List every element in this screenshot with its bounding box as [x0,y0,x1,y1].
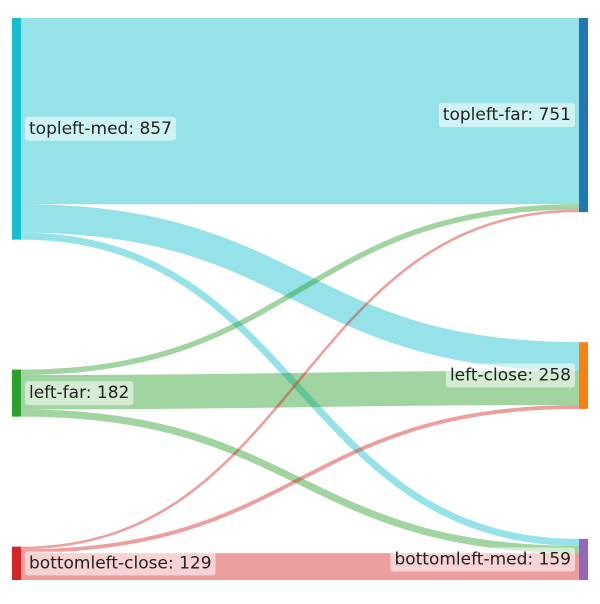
labels-layer: topleft-med: 857 left-far: 182 bottomleft-… [25,103,575,576]
label-left-far: left-far: 182 [25,381,134,406]
label-background-left-close [445,363,575,388]
link-topleft-med-to-bottomleft-med[interactable] [20,232,580,546]
label-background-left-far [25,381,134,406]
link-left-far-to-topleft-far[interactable] [20,204,580,376]
label-background-bottomleft-close [25,551,216,576]
nodes-layer [12,18,588,580]
label-text-bottomleft-close: bottomleft-close: 129 [29,553,212,573]
node-bottomleft-med[interactable] [579,538,588,580]
node-left-close[interactable] [579,342,588,409]
label-background-bottomleft-med [390,547,575,572]
label-text-topleft-med: topleft-med: 857 [29,119,172,139]
label-text-topleft-far: topleft-far: 751 [443,105,571,125]
node-topleft-far[interactable] [579,18,588,213]
node-bottomleft-close[interactable] [12,546,21,580]
links-layer [20,17,580,581]
label-bottomleft-med: bottomleft-med: 159 [390,547,575,572]
label-topleft-far: topleft-far: 751 [438,103,575,128]
label-bottomleft-close: bottomleft-close: 129 [25,551,216,576]
label-text-left-close: left-close: 258 [450,366,571,386]
label-background-topleft-med [25,116,176,141]
label-left-close: left-close: 258 [445,363,575,388]
label-topleft-med: topleft-med: 857 [25,116,176,141]
link-bottomleft-close-to-left-close[interactable] [20,405,580,554]
label-text-bottomleft-med: bottomleft-med: 159 [394,549,571,569]
node-topleft-med[interactable] [12,18,21,240]
node-left-far[interactable] [12,369,21,417]
link-left-far-to-bottomleft-med[interactable] [20,409,580,554]
link-topleft-med-to-left-close[interactable] [20,204,580,371]
link-bottomleft-close-to-topleft-far[interactable] [20,209,580,550]
label-background-topleft-far [438,103,575,128]
label-text-left-far: left-far: 182 [29,383,129,403]
